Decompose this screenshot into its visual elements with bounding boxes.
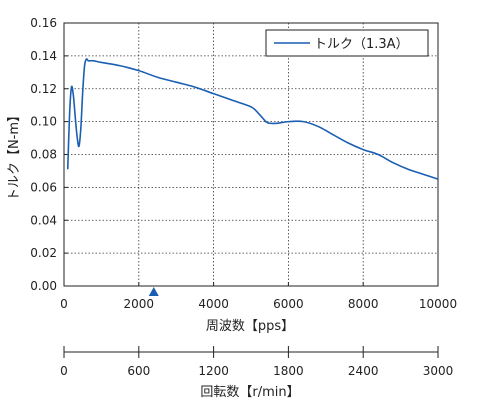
secondary-tick-label: 1200 [198,364,229,378]
y-tick-label: 0.06 [30,180,57,194]
y-axis-ticks: 0.00 0.02 0.04 0.06 0.08 0.10 0.12 0.14 0.16 [30,16,68,293]
x-tick-label: 10000 [419,297,457,311]
legend-label: トルク（1.3A） [314,37,409,52]
x-tick-label: 4000 [198,297,229,311]
y-tick-label: 0.08 [30,148,57,162]
x-axis-title: 周波数【pps】 [206,319,294,334]
secondary-tick-label: 3000 [423,364,454,378]
secondary-tick-label: 1800 [273,364,304,378]
x-tick-label: 6000 [273,297,304,311]
y-axis-title: トルク【N-m】 [7,109,22,201]
secondary-tick-label: 2400 [348,364,379,378]
secondary-axis-title: 回転数【r/min】 [200,385,299,400]
torque-series-line [66,58,439,180]
y-tick-label: 0.04 [30,213,57,227]
y-tick-label: 0.12 [30,82,57,96]
x-tick-label: 0 [60,297,68,311]
y-tick-label: 0.16 [30,16,57,30]
x-tick-label: 8000 [348,297,379,311]
speed-marker-triangle [148,287,159,296]
secondary-axis-ticks: 0 600 1200 1800 2400 3000 [60,346,453,378]
secondary-axis: 0 600 1200 1800 2400 3000 回転数【r/min】 [60,346,453,400]
y-tick-label: 0.10 [30,115,57,129]
y-tick-label: 0.14 [30,49,57,63]
y-tick-label: 0.00 [30,279,57,293]
secondary-tick-label: 0 [60,364,68,378]
grid-lines [64,23,438,286]
y-tick-label: 0.02 [30,246,57,260]
x-tick-label: 2000 [124,297,155,311]
legend: トルク（1.3A） [265,29,429,57]
secondary-tick-label: 600 [127,364,150,378]
x-axis-ticks: 0 2000 4000 6000 8000 10000 [60,282,457,311]
